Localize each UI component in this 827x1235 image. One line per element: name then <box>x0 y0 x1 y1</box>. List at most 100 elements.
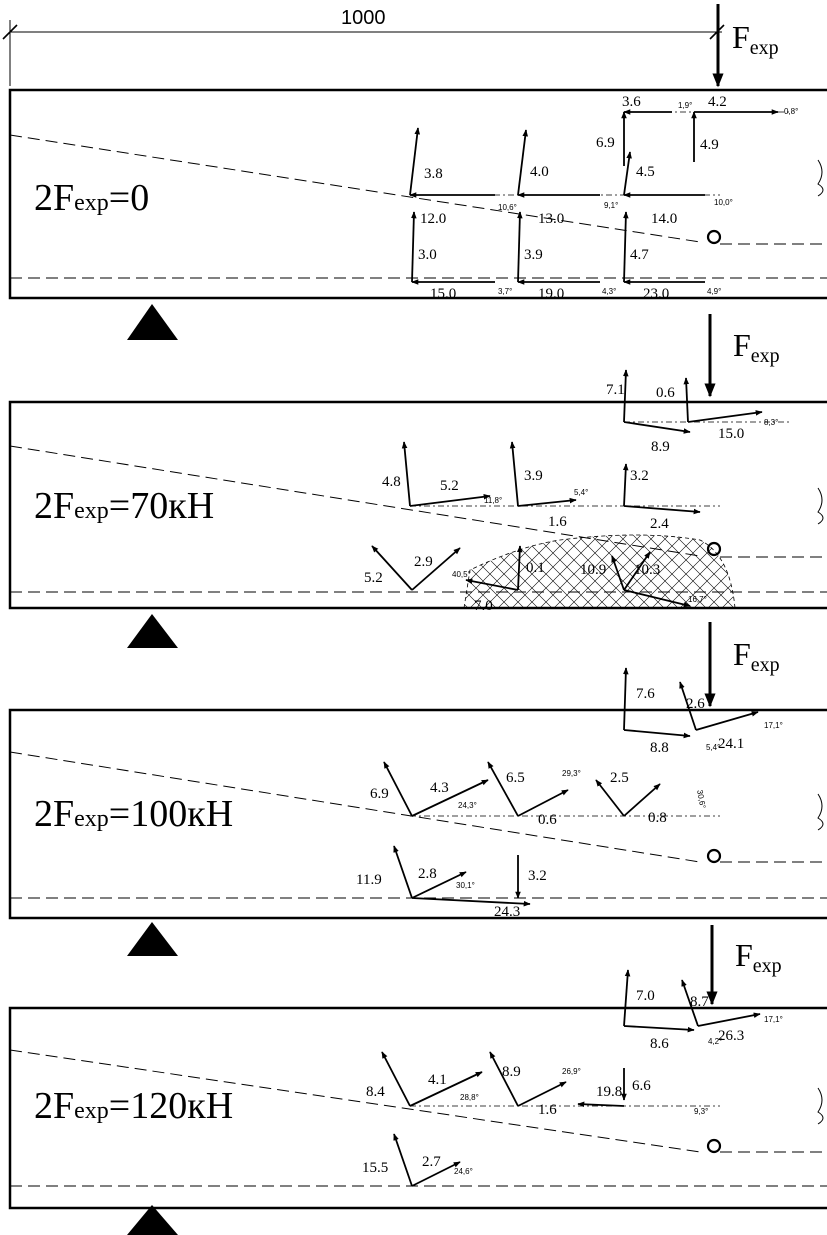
svg-text:40,5°: 40,5° <box>452 570 471 579</box>
dimension-label: 1000 <box>341 7 386 29</box>
svg-text:15.0: 15.0 <box>430 286 456 302</box>
svg-text:10,0°: 10,0° <box>714 198 733 207</box>
svg-text:24.3: 24.3 <box>494 904 520 920</box>
load-label: 2Fexp=0 <box>34 177 149 219</box>
svg-text:16,7°: 16,7° <box>688 595 707 604</box>
svg-text:26.3: 26.3 <box>718 1028 744 1044</box>
svg-text:8.9: 8.9 <box>651 439 670 455</box>
svg-text:11,8°: 11,8° <box>484 496 502 505</box>
strain-arrows <box>371 369 763 608</box>
force-label: Fexp <box>733 327 780 367</box>
svg-text:15.5: 15.5 <box>362 1160 388 1176</box>
break-mark <box>817 1087 824 1125</box>
svg-text:7.1: 7.1 <box>606 382 625 398</box>
angle-labels: 1,9° 0,8° 10,6° 9,1° 10,0° 3,7° 4,3° 4,9… <box>498 101 798 296</box>
svg-text:5,4°: 5,4° <box>706 743 720 752</box>
svg-text:24,3°: 24,3° <box>458 801 477 810</box>
break-mark <box>817 793 824 831</box>
dimension-line: 1000 <box>2 7 725 86</box>
svg-text:3.9: 3.9 <box>524 247 543 263</box>
svg-text:4,3°: 4,3° <box>602 287 616 296</box>
svg-text:13.0: 13.0 <box>538 211 564 227</box>
svg-text:9,3°: 9,3° <box>694 1107 708 1116</box>
svg-text:29,3°: 29,3° <box>562 769 581 778</box>
svg-text:0.6: 0.6 <box>538 812 557 828</box>
svg-text:8.6: 8.6 <box>650 1036 669 1052</box>
strain-labels: 7.1 0.6 8.9 15.0 4.8 5.2 3.9 3.2 1.6 2.4… <box>364 382 744 614</box>
svg-text:8,3°: 8,3° <box>764 418 778 427</box>
svg-text:6.9: 6.9 <box>370 786 389 802</box>
svg-text:6.6: 6.6 <box>632 1078 651 1094</box>
svg-text:8.9: 8.9 <box>502 1064 521 1080</box>
svg-text:1.6: 1.6 <box>548 514 567 530</box>
svg-text:0.8: 0.8 <box>648 810 667 826</box>
break-mark <box>817 487 824 525</box>
panel-3: Fexp 2Fexp=100кН 7.6 2.6 8.8 24.1 <box>8 622 827 956</box>
svg-text:26,9°: 26,9° <box>562 1067 581 1076</box>
svg-text:1,9°: 1,9° <box>678 101 692 110</box>
svg-text:10,6°: 10,6° <box>498 203 517 212</box>
svg-text:2.6: 2.6 <box>686 696 705 712</box>
strain-arrows <box>383 667 759 907</box>
svg-text:4,9°: 4,9° <box>707 287 721 296</box>
svg-text:3.2: 3.2 <box>630 468 649 484</box>
svg-text:28,8°: 28,8° <box>460 1093 479 1102</box>
svg-text:19.8: 19.8 <box>596 1084 622 1100</box>
beam-outline <box>8 400 827 610</box>
strain-labels: 7.6 2.6 8.8 24.1 6.9 4.3 6.5 2.5 0.6 0.8… <box>356 686 744 920</box>
svg-text:2.8: 2.8 <box>418 866 437 882</box>
support-triangle <box>127 304 178 340</box>
support-triangle <box>127 614 178 648</box>
svg-text:4.3: 4.3 <box>430 780 449 796</box>
svg-text:8.7: 8.7 <box>690 994 709 1010</box>
svg-text:3.0: 3.0 <box>418 247 437 263</box>
svg-text:7.0: 7.0 <box>474 598 493 614</box>
svg-text:3.9: 3.9 <box>524 468 543 484</box>
svg-text:4.1: 4.1 <box>428 1072 447 1088</box>
svg-text:4.9: 4.9 <box>700 137 719 153</box>
svg-text:24.1: 24.1 <box>718 736 744 752</box>
load-label: 2Fexp=70кН <box>34 485 214 527</box>
angle-labels: 5,4° 17,1° 29,3° 24,3° 30,6° 30,1° <box>456 721 783 890</box>
svg-text:3.2: 3.2 <box>528 868 547 884</box>
svg-text:10.3: 10.3 <box>634 562 660 578</box>
strain-arrows <box>381 969 761 1187</box>
rebar-circle <box>706 848 722 864</box>
svg-text:10.9: 10.9 <box>580 562 606 578</box>
svg-text:5.2: 5.2 <box>440 478 459 494</box>
beam-outline <box>8 708 827 920</box>
svg-text:4,2°: 4,2° <box>708 1037 722 1046</box>
force-label: Fexp <box>735 937 782 977</box>
panel-4: Fexp 2Fexp=120кН 7.0 8.7 8.6 26.3 8.4 4 <box>8 925 827 1235</box>
rebar-circle <box>706 541 722 557</box>
svg-text:7.6: 7.6 <box>636 686 655 702</box>
rebar-circle <box>706 1138 722 1154</box>
svg-text:4.5: 4.5 <box>636 164 655 180</box>
svg-text:12.0: 12.0 <box>420 211 446 227</box>
svg-text:11.9: 11.9 <box>356 872 382 888</box>
strain-labels: 7.0 8.7 8.6 26.3 8.4 4.1 8.9 6.6 1.6 19.… <box>362 988 744 1176</box>
svg-text:8.8: 8.8 <box>650 740 669 756</box>
support-triangle <box>127 1205 178 1235</box>
svg-text:4.7: 4.7 <box>630 247 649 263</box>
load-label: 2Fexp=120кН <box>34 1085 233 1127</box>
svg-text:15.0: 15.0 <box>718 426 744 442</box>
svg-text:6.5: 6.5 <box>506 770 525 786</box>
svg-text:0.1: 0.1 <box>526 560 545 576</box>
svg-text:1.6: 1.6 <box>538 1102 557 1118</box>
svg-text:2.9: 2.9 <box>414 554 433 570</box>
angle-labels: 4,2° 17,1° 28,8° 26,9° 9,3° 24,6° <box>454 1015 783 1176</box>
strain-labels: 3.6 4.2 6.9 4.9 3.8 4.0 4.5 12.0 13.0 14… <box>418 94 727 302</box>
svg-text:2.5: 2.5 <box>610 770 629 786</box>
svg-text:4.2: 4.2 <box>708 94 727 110</box>
panel-2: Fexp 2Fexp=70кН 7.1 0 <box>8 314 827 648</box>
svg-text:4.8: 4.8 <box>382 474 401 490</box>
beam-outline <box>8 88 827 300</box>
svg-text:30,6°: 30,6° <box>695 789 707 809</box>
svg-text:3,7°: 3,7° <box>498 287 512 296</box>
load-label: 2Fexp=100кН <box>34 793 233 835</box>
panel-1: Fexp 2Fexp=0 3.6 4.2 <box>8 4 827 340</box>
beam-outline <box>8 1006 827 1210</box>
svg-text:14.0: 14.0 <box>651 211 677 227</box>
